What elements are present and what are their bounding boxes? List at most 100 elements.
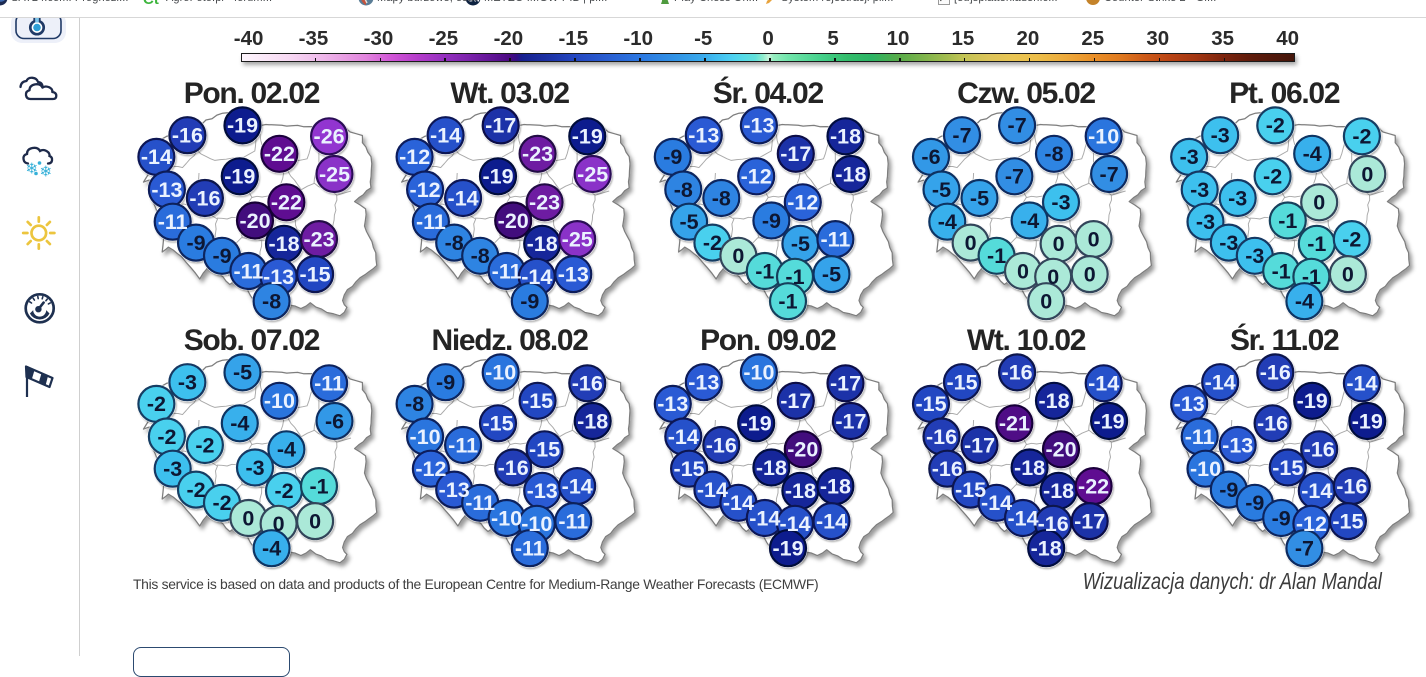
svg-text:-2: -2 [195, 433, 214, 457]
svg-text:-16: -16 [926, 425, 957, 449]
svg-text:-25: -25 [577, 162, 608, 186]
svg-text:-11: -11 [448, 433, 478, 457]
svg-text:-16: -16 [498, 456, 529, 480]
svg-text:-11: -11 [416, 210, 446, 234]
svg-text:-13: -13 [657, 392, 688, 416]
svg-text:-19: -19 [1297, 389, 1328, 413]
svg-text:-23: -23 [522, 142, 553, 166]
svg-text:-14: -14 [1346, 372, 1377, 396]
svg-text:-22: -22 [264, 142, 295, 166]
svg-text:-12: -12 [1296, 512, 1327, 536]
svg-text:-15: -15 [915, 392, 946, 416]
svg-text:-5: -5 [233, 361, 252, 385]
svg-text:-18: -18 [830, 125, 861, 149]
svg-text:-3: -3 [1228, 186, 1247, 210]
svg-text:-15: -15 [300, 262, 331, 286]
svg-text:-1: -1 [778, 290, 797, 314]
svg-text:-10: -10 [521, 512, 552, 536]
svg-text:-23: -23 [303, 227, 334, 251]
svg-text:0: 0 [1342, 262, 1354, 286]
svg-text:-15: -15 [1332, 509, 1363, 533]
svg-text:-13: -13 [1222, 433, 1253, 457]
svg-text:-1: -1 [755, 259, 774, 283]
svg-text:-9: -9 [663, 145, 682, 169]
svg-text:-18: -18 [835, 162, 866, 186]
svg-text:-19: -19 [741, 412, 772, 436]
svg-text:-1: -1 [785, 265, 804, 289]
svg-text:-14: -14 [562, 474, 593, 498]
svg-text:-22: -22 [1078, 474, 1109, 498]
svg-text:0: 0 [965, 231, 977, 255]
svg-text:-16: -16 [706, 433, 737, 457]
svg-text:0: 0 [732, 244, 744, 268]
svg-text:-21: -21 [999, 412, 1030, 436]
svg-text:-17: -17 [830, 372, 861, 396]
svg-text:-14: -14 [1007, 506, 1038, 530]
svg-text:-16: -16 [1260, 361, 1291, 385]
svg-text:-25: -25 [319, 162, 350, 186]
svg-text:-11: -11 [558, 509, 588, 533]
svg-text:0: 0 [1047, 265, 1059, 289]
svg-text:-15: -15 [946, 371, 977, 395]
svg-text:-8: -8 [471, 244, 490, 268]
svg-text:-1: -1 [1307, 232, 1326, 256]
svg-text:-8: -8 [445, 231, 464, 255]
svg-text:-11: -11 [1185, 425, 1215, 449]
svg-text:-2: -2 [1266, 114, 1285, 138]
svg-text:0: 0 [1084, 262, 1096, 286]
svg-text:-11: -11 [158, 210, 188, 234]
svg-text:-1: -1 [1278, 209, 1297, 233]
svg-text:-2: -2 [1342, 227, 1361, 251]
svg-text:-18: -18 [820, 474, 851, 498]
svg-text:-3: -3 [1211, 124, 1230, 148]
svg-text:-17: -17 [835, 409, 866, 433]
svg-text:-14: -14 [141, 145, 172, 169]
svg-text:0: 0 [1040, 290, 1052, 314]
svg-text:0: 0 [309, 509, 321, 533]
svg-text:-5: -5 [680, 210, 699, 234]
svg-text:-2: -2 [212, 491, 231, 515]
svg-text:-19: -19 [1094, 409, 1125, 433]
svg-text:-8: -8 [1044, 142, 1063, 166]
svg-text:-12: -12 [741, 165, 772, 189]
svg-text:-18: -18 [268, 232, 299, 256]
svg-text:-18: -18 [1031, 537, 1062, 561]
svg-text:-14: -14 [816, 509, 847, 533]
svg-text:-12: -12 [410, 178, 441, 202]
svg-text:-13: -13 [558, 262, 589, 286]
svg-text:-4: -4 [1295, 290, 1314, 314]
svg-text:-8: -8 [674, 178, 693, 202]
svg-text:-3: -3 [1245, 244, 1264, 268]
svg-text:-3: -3 [1196, 210, 1215, 234]
svg-text:-11: -11 [515, 537, 545, 561]
svg-text:-25: -25 [562, 227, 593, 251]
svg-text:-13: -13 [688, 124, 719, 148]
svg-text:-14: -14 [448, 186, 479, 210]
svg-text:-9: -9 [436, 371, 455, 395]
svg-text:0: 0 [1361, 162, 1373, 186]
svg-text:-4: -4 [262, 537, 281, 561]
svg-text:-17: -17 [485, 114, 516, 138]
svg-text:-5: -5 [970, 186, 989, 210]
svg-text:-17: -17 [780, 142, 811, 166]
svg-text:-18: -18 [785, 479, 816, 503]
svg-text:-19: -19 [224, 165, 255, 189]
svg-text:-12: -12 [787, 191, 818, 215]
svg-text:0: 0 [1053, 232, 1065, 256]
svg-text:-10: -10 [491, 506, 522, 530]
svg-text:-1: -1 [1272, 259, 1291, 283]
svg-text:-9: -9 [1272, 506, 1291, 530]
svg-text:-2: -2 [703, 231, 722, 255]
svg-text:-9: -9 [1219, 478, 1238, 502]
svg-text:-11: -11 [820, 227, 850, 251]
svg-text:-16: -16 [1002, 361, 1033, 385]
svg-text:-26: -26 [314, 125, 345, 149]
svg-text:-3: -3 [1051, 191, 1070, 215]
svg-text:-11: -11 [233, 259, 263, 283]
svg-text:-14: -14 [1205, 371, 1236, 395]
svg-text:-3: -3 [245, 456, 264, 480]
svg-text:-9: -9 [762, 209, 781, 233]
svg-text:-3: -3 [1180, 145, 1199, 169]
svg-text:-10: -10 [264, 389, 295, 413]
svg-text:-18: -18 [1038, 389, 1069, 413]
